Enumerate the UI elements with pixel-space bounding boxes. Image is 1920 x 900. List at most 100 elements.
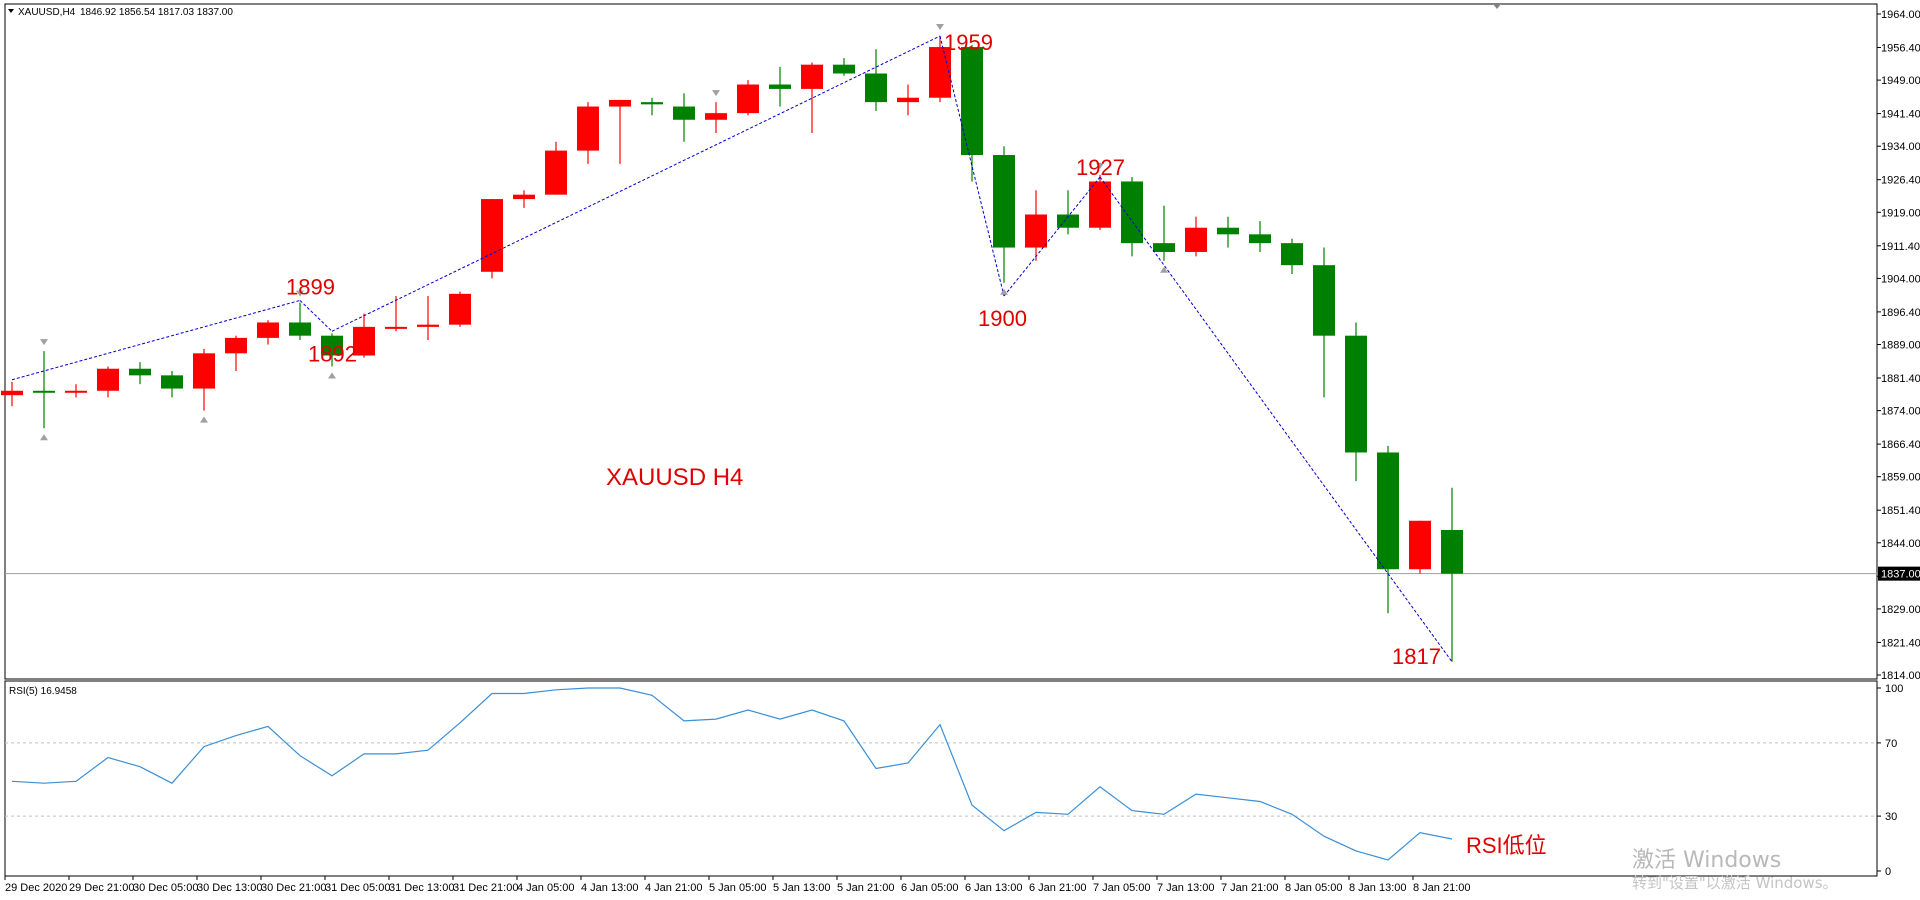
candle-body <box>769 84 791 89</box>
price-tick-label: 1934.00 <box>1881 141 1920 153</box>
candle-body <box>1153 243 1175 252</box>
price-tick-label: 1866.40 <box>1881 439 1920 451</box>
price-tick-label: 1926.40 <box>1881 175 1920 187</box>
price-tick-label: 1949.00 <box>1881 75 1920 87</box>
watermark-line1: 激活 Windows <box>1632 848 1781 873</box>
candle <box>1249 221 1271 252</box>
rsi-tick-label: 0 <box>1885 866 1891 878</box>
candle-body <box>385 326 407 329</box>
fractal-down-arrow-icon <box>1096 162 1104 169</box>
time-tick-label: 8 Jan 13:00 <box>1349 882 1407 894</box>
candle-body <box>833 64 855 74</box>
candle <box>417 296 439 341</box>
candle-body <box>705 113 727 120</box>
time-tick-label: 30 Dec 05:00 <box>133 882 198 894</box>
price-tick-label: 1874.00 <box>1881 406 1920 418</box>
price-tick-label: 1919.00 <box>1881 207 1920 219</box>
rsi-tick-label: 100 <box>1885 683 1903 695</box>
swing-labels: 1899 1892 1959 1900 1927 1817 <box>286 30 1441 669</box>
candle-body <box>545 150 567 195</box>
price-tick-label: 1844.00 <box>1881 538 1920 550</box>
price-tick-label: 1889.00 <box>1881 340 1920 352</box>
candle <box>673 93 695 142</box>
candle-body <box>609 99 631 107</box>
rsi-level-lines <box>5 742 1877 817</box>
candle-body <box>1 390 23 396</box>
time-tick-label: 6 Jan 21:00 <box>1029 882 1087 894</box>
price-tick-label: 1881.40 <box>1881 373 1920 385</box>
time-tick-label: 4 Jan 05:00 <box>517 882 575 894</box>
zigzag-lines <box>11 35 1453 663</box>
candle-body <box>897 97 919 103</box>
candle <box>513 190 535 208</box>
time-tick-label: 8 Jan 05:00 <box>1285 882 1343 894</box>
time-tick-label: 30 Dec 21:00 <box>261 882 326 894</box>
candle <box>225 335 247 371</box>
time-tick-label: 31 Dec 13:00 <box>389 882 454 894</box>
price-tick-label: 1964.00 <box>1881 9 1920 21</box>
fractal-up-arrow-icon <box>200 416 208 423</box>
candle-body <box>1345 335 1367 453</box>
candle <box>769 66 791 107</box>
candle-body <box>865 73 887 103</box>
candle <box>1057 190 1079 235</box>
chart-shift-marker-icon[interactable] <box>1493 4 1501 9</box>
candle <box>33 351 55 429</box>
swing-label: 1900 <box>978 306 1027 331</box>
candle <box>1153 205 1175 261</box>
candle-body <box>1217 227 1239 235</box>
candle-body <box>737 84 759 114</box>
price-tick-label: 1941.40 <box>1881 109 1920 121</box>
candle <box>161 370 183 398</box>
candle <box>65 384 87 398</box>
candle <box>801 62 823 133</box>
candle <box>1089 174 1111 230</box>
time-tick-label: 4 Jan 13:00 <box>581 882 639 894</box>
price-tick-label: 1851.40 <box>1881 505 1920 517</box>
candle <box>193 348 215 411</box>
candle <box>961 44 983 182</box>
time-tick-label: 7 Jan 05:00 <box>1093 882 1151 894</box>
candle <box>1281 238 1303 274</box>
rsi-line <box>11 687 1453 861</box>
time-tick-label: 5 Jan 13:00 <box>773 882 831 894</box>
time-tick-label: 5 Jan 05:00 <box>709 882 767 894</box>
fractal-up-arrow-icon <box>328 372 336 379</box>
candle-body <box>481 199 503 272</box>
rsi-note-annotation: RSI低位 <box>1466 833 1547 858</box>
time-tick-label: 30 Dec 13:00 <box>197 882 262 894</box>
time-tick-label: 6 Jan 05:00 <box>901 882 959 894</box>
current-price-label: 1837.00 <box>1881 569 1920 581</box>
candle-body <box>449 293 471 325</box>
candle <box>737 80 759 116</box>
candle <box>993 146 1015 283</box>
time-tick-label: 29 Dec 21:00 <box>69 882 134 894</box>
candle <box>321 333 343 367</box>
candle-body <box>1249 234 1271 244</box>
candle-body <box>257 322 279 338</box>
rsi-axis: 100 70 30 0 <box>1877 683 1903 878</box>
price-tick-label: 1911.40 <box>1881 241 1920 253</box>
rsi-label: RSI(5) 16.9458 <box>9 686 77 697</box>
rsi-tick-label: 30 <box>1885 811 1897 823</box>
candle-body <box>289 322 311 336</box>
candle <box>1025 190 1047 261</box>
price-tick-label: 1956.40 <box>1881 42 1920 54</box>
dropdown-arrow-icon[interactable] <box>8 9 14 13</box>
candle <box>481 199 503 279</box>
price-tick-label: 1859.00 <box>1881 472 1920 484</box>
swing-label: 1899 <box>286 274 335 299</box>
candle <box>577 102 599 164</box>
candle-body <box>1377 452 1399 570</box>
candle <box>897 84 919 116</box>
candle-body <box>929 47 951 98</box>
candle-body <box>1313 265 1335 336</box>
candle-body <box>1185 227 1207 252</box>
candle-body <box>673 106 695 120</box>
candle-body <box>225 337 247 354</box>
candle-body <box>641 102 663 105</box>
candle-body <box>129 368 151 376</box>
